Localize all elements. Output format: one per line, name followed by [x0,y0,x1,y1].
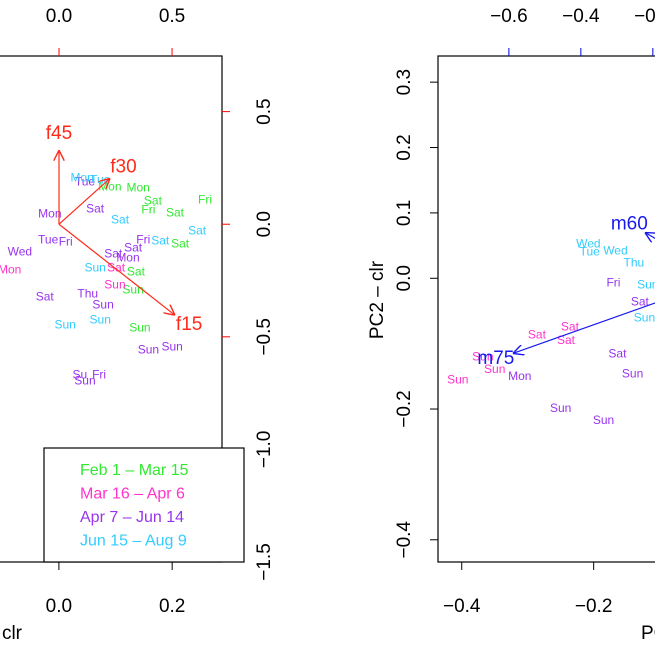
point-label: Wed [603,244,627,258]
arrow-label: m60 [611,214,648,235]
point-label: Fri [606,276,620,290]
loading-arrow [58,223,175,315]
point-label: Wed [576,236,600,250]
point-label: Sun [593,413,614,427]
point-label: Sat [166,205,185,219]
legend-entry: Apr 7 – Jun 14 [80,509,184,526]
x-tick-label: −0.2 [575,596,613,617]
y-tick-label: 0.1 [394,200,415,226]
x2-tick-label: −0.6 [490,6,528,27]
y2-tick-label: −1.5 [254,543,275,581]
point-label: Su [73,367,88,381]
point-label: Sat [561,319,580,333]
y-tick-label: 0.0 [394,265,415,291]
legend-entry: Jun 15 – Aug 9 [80,533,187,550]
point-label: Sat [557,333,576,347]
point-label: Sun [90,313,111,327]
point-label: Sun [484,362,505,376]
point-label: Thu [77,286,98,300]
x2-tick-label: −0.2 [634,6,655,27]
point-label: Sat [151,234,170,248]
point-label: Fri [92,367,106,381]
point-label: Tue [38,232,59,246]
point-label: Sat [111,212,130,226]
x2-tick-label: 0.0 [46,6,72,27]
point-label: Sat [188,223,207,237]
y-tick-label: −0.4 [394,521,415,559]
arrow-label: m75 [477,348,514,369]
point-label: Sun [74,374,95,388]
point-label: Sat [107,261,126,275]
x-axis-label: PC1 – clr [0,623,23,644]
point-label: Sun [447,372,468,386]
y2-tick-label: −1.0 [254,431,275,469]
point-label: Fri [59,234,73,248]
legend-box [43,447,245,563]
x2-tick-label: 0.5 [159,6,185,27]
point-label: Mon [70,170,93,184]
point-label: Sun [104,277,125,291]
x-tick-label: 0.0 [46,596,72,617]
y2-tick-label: −0.5 [254,318,275,356]
plot-frame [437,55,655,563]
point-label: Wed [8,244,32,258]
point-label: Fri [198,192,212,206]
point-label: Tue [580,244,601,258]
legend: Feb 1 – Mar 15 Mar 16 – Apr 6 Apr 7 – Jun … [43,447,245,563]
point-label: Thu [624,255,645,269]
x-tick-label: −0.4 [443,596,481,617]
point-label: Sun [161,340,182,354]
loading-arrow [58,178,110,225]
point-label: Sat [104,246,123,260]
legend-entry: Feb 1 – Mar 15 [80,462,189,479]
point-label: Sat [86,201,105,215]
loading-arrow [513,302,655,353]
point-label: Mon [0,262,21,276]
point-label: Sat [631,295,650,309]
arrow-label: f45 [46,123,72,144]
point-label: Sat [127,264,146,278]
arrow-label: f30 [110,157,136,178]
point-label: Sun [634,310,655,324]
legend-entry: Mar 16 – Apr 6 [80,486,185,503]
point-label: Mon [508,369,531,383]
point-label: Sun [637,278,655,292]
point-label: Sun [138,342,159,356]
y2-tick-label: 0.5 [254,98,275,124]
point-label: Sat [528,327,547,341]
y-tick-label: 0.2 [394,134,415,160]
point-label: Sun [84,261,105,275]
loading-arrow [645,233,655,279]
x-axis-label: PC1 – clr [641,623,655,644]
x2-tick-label: −0.4 [562,6,600,27]
point-label: Sun [550,401,571,415]
point-label: Sat [36,289,55,303]
point-label: Sun [54,317,75,331]
y2-tick-label: 0.0 [254,211,275,237]
point-label: Tue [75,174,96,188]
y-axis-label: PC2 – clr [367,260,388,339]
point-label: Sat [608,346,627,360]
point-label: Fri [141,202,155,216]
x-tick-label: 0.2 [159,596,185,617]
y-tick-label: 0.3 [394,69,415,95]
point-label: Fri [136,232,150,246]
point-label: Sat [124,240,143,254]
point-label: Mon [116,250,139,264]
point-label: Sun [92,297,113,311]
y-tick-label: −0.2 [394,390,415,428]
point-label: Sun [622,367,643,381]
point-label: Sat [144,193,163,207]
point-label: Mon [38,206,61,220]
point-label: Tue [90,172,111,186]
point-label: Sat [171,236,190,250]
point-label: Sun [472,350,493,364]
point-label: Mon [127,180,150,194]
point-label: Sun [129,320,150,334]
arrow-label: f15 [176,314,202,335]
